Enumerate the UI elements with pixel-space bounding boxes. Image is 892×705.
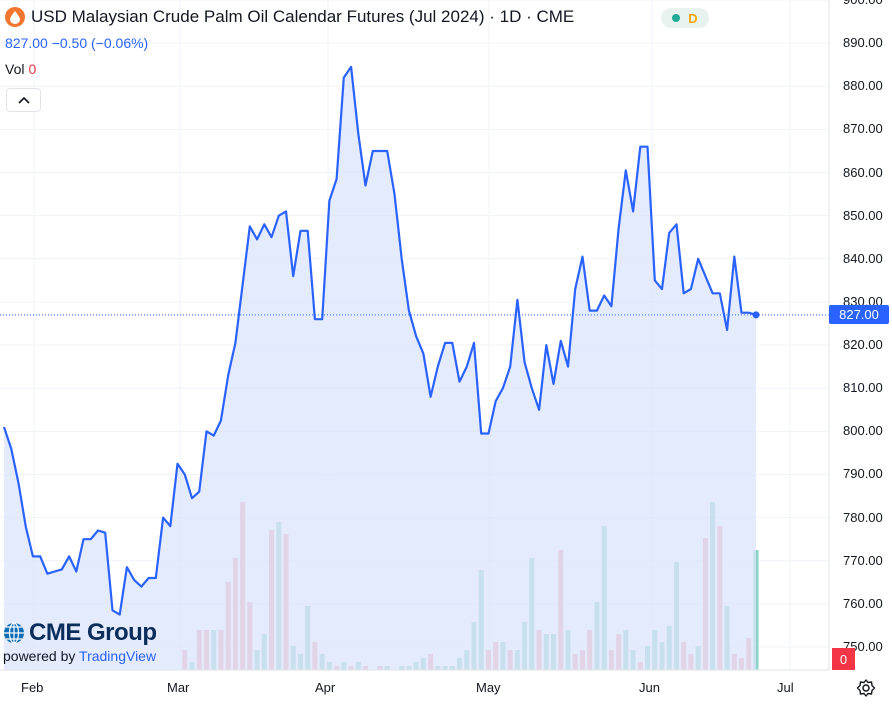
price-quote: 827.00 −0.50 (−0.06%)	[5, 35, 149, 51]
collapse-legend-button[interactable]	[6, 88, 41, 112]
cme-globe-icon	[4, 622, 24, 644]
time-tick-label: May	[476, 680, 501, 695]
gear-icon[interactable]	[856, 678, 876, 698]
time-tick-label: Apr	[315, 680, 336, 695]
price-area-fill	[4, 66, 756, 670]
last-price-dot	[752, 311, 760, 319]
volume-value-tag: 0	[832, 648, 855, 670]
price-tick-label: 890.00	[843, 35, 883, 51]
price-tick-label: 880.00	[843, 78, 883, 94]
volume-legend: Vol 0	[5, 61, 36, 77]
market-open-dot-icon	[672, 14, 681, 22]
palm-oil-drop-icon	[5, 7, 25, 27]
powered-prefix: powered by	[3, 648, 76, 664]
market-status-pill[interactable]: D	[661, 8, 709, 28]
price-tick-label: 820.00	[843, 337, 883, 353]
price-tick-label: 760.00	[843, 595, 883, 611]
price-tick-label: 860.00	[843, 164, 883, 180]
chart-header: USD Malaysian Crude Palm Oil Calendar Fu…	[5, 7, 574, 27]
time-tick-label: Jun	[639, 680, 660, 695]
branding[interactable]: CME Group powered by TradingView	[3, 619, 157, 664]
price-series-line	[2, 65, 757, 616]
time-tick-label: Mar	[167, 680, 190, 695]
price-tick-label: 850.00	[843, 207, 883, 223]
price-tick-label: 810.00	[843, 380, 883, 396]
time-tick-label: Jul	[777, 680, 794, 695]
price-tick-label: 840.00	[843, 250, 883, 266]
price-tick-label: 870.00	[843, 121, 883, 137]
price-tick-label: 900.00	[843, 0, 883, 7]
volume-value: 0	[28, 61, 37, 77]
last-price-tag: 827.00	[829, 305, 889, 324]
price-tick-label: 790.00	[843, 466, 883, 482]
price-tick-label: 770.00	[843, 552, 883, 568]
delayed-data-badge: D	[688, 10, 698, 26]
symbol-title[interactable]: USD Malaysian Crude Palm Oil Calendar Fu…	[31, 7, 575, 26]
cme-group-logo: CME Group	[29, 619, 157, 646]
price-tick-label: 800.00	[843, 423, 883, 439]
powered-by-text: powered by TradingView	[3, 648, 157, 664]
tradingview-link[interactable]: TradingView	[79, 648, 157, 664]
price-tick-label: 780.00	[843, 509, 883, 525]
time-tick-label: Feb	[21, 680, 44, 695]
chevron-up-icon	[17, 96, 30, 104]
volume-label: Vol	[5, 61, 25, 77]
